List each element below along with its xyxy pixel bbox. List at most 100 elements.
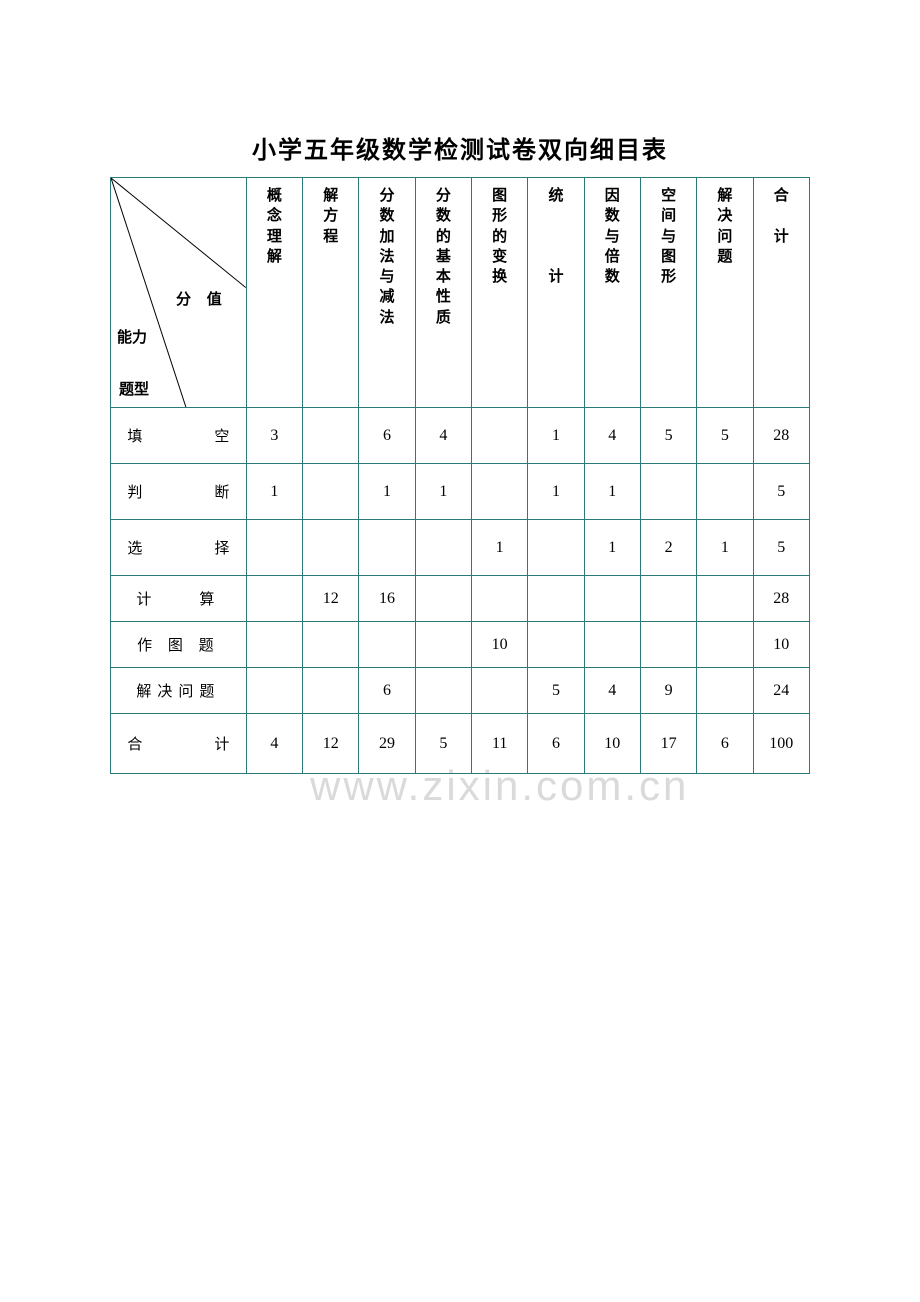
data-cell bbox=[640, 576, 696, 622]
data-cell: 1 bbox=[528, 408, 584, 464]
data-cell: 12 bbox=[303, 714, 359, 774]
data-cell: 28 bbox=[753, 408, 809, 464]
column-header: 因数与倍数 bbox=[584, 178, 640, 408]
table-body: 填 空364145528判 断111115选 择11215计 算121628作 … bbox=[111, 408, 810, 774]
column-header: 解决问题 bbox=[697, 178, 753, 408]
column-header: 分数的基本性质 bbox=[415, 178, 471, 408]
data-cell: 100 bbox=[753, 714, 809, 774]
data-cell bbox=[303, 520, 359, 576]
data-cell: 11 bbox=[472, 714, 528, 774]
data-cell: 3 bbox=[246, 408, 302, 464]
data-cell: 5 bbox=[753, 464, 809, 520]
data-cell bbox=[472, 576, 528, 622]
data-cell bbox=[359, 520, 415, 576]
data-cell: 10 bbox=[472, 622, 528, 668]
table-row: 合 计41229511610176100 bbox=[111, 714, 810, 774]
row-label: 合 计 bbox=[111, 714, 247, 774]
data-cell: 9 bbox=[640, 668, 696, 714]
data-cell bbox=[640, 622, 696, 668]
data-cell bbox=[415, 622, 471, 668]
data-cell bbox=[472, 668, 528, 714]
data-cell bbox=[472, 408, 528, 464]
column-header: 分数加法与减法 bbox=[359, 178, 415, 408]
data-cell bbox=[246, 622, 302, 668]
data-cell bbox=[528, 576, 584, 622]
data-cell bbox=[640, 464, 696, 520]
diag-label-ability: 能力 bbox=[117, 326, 147, 347]
data-cell: 4 bbox=[584, 668, 640, 714]
data-cell: 5 bbox=[415, 714, 471, 774]
data-cell bbox=[246, 520, 302, 576]
data-cell: 4 bbox=[584, 408, 640, 464]
data-cell: 6 bbox=[359, 668, 415, 714]
data-cell: 5 bbox=[528, 668, 584, 714]
row-label: 解决问题 bbox=[111, 668, 247, 714]
table-row: 判 断111115 bbox=[111, 464, 810, 520]
table-row: 作 图 题 10 10 bbox=[111, 622, 810, 668]
diag-label-score: 分 值 bbox=[176, 288, 228, 309]
data-cell: 1 bbox=[584, 520, 640, 576]
data-cell bbox=[584, 576, 640, 622]
data-cell: 4 bbox=[415, 408, 471, 464]
data-cell bbox=[246, 668, 302, 714]
column-header: 合 计 bbox=[753, 178, 809, 408]
data-cell bbox=[697, 464, 753, 520]
row-label: 判 断 bbox=[111, 464, 247, 520]
table-row: 选 择11215 bbox=[111, 520, 810, 576]
data-cell: 29 bbox=[359, 714, 415, 774]
table-row: 计 算 1216 28 bbox=[111, 576, 810, 622]
diagonal-header-cell: 分 值 能力 题型 bbox=[111, 178, 247, 408]
data-cell bbox=[472, 464, 528, 520]
data-cell bbox=[415, 576, 471, 622]
table-header-row: 分 值 能力 题型 概念理解解方程分数加法与减法分数的基本性质图形的变换统 计因… bbox=[111, 178, 810, 408]
data-cell: 1 bbox=[359, 464, 415, 520]
data-cell: 6 bbox=[528, 714, 584, 774]
column-header: 图形的变换 bbox=[472, 178, 528, 408]
data-cell: 16 bbox=[359, 576, 415, 622]
data-cell bbox=[697, 576, 753, 622]
data-cell: 5 bbox=[640, 408, 696, 464]
data-cell: 1 bbox=[472, 520, 528, 576]
data-cell: 1 bbox=[584, 464, 640, 520]
column-header: 概念理解 bbox=[246, 178, 302, 408]
data-cell: 10 bbox=[753, 622, 809, 668]
row-label: 选 择 bbox=[111, 520, 247, 576]
data-cell: 1 bbox=[246, 464, 302, 520]
data-cell: 5 bbox=[697, 408, 753, 464]
data-cell: 1 bbox=[415, 464, 471, 520]
row-label: 作 图 题 bbox=[111, 622, 247, 668]
data-cell: 2 bbox=[640, 520, 696, 576]
data-cell: 4 bbox=[246, 714, 302, 774]
data-cell: 28 bbox=[753, 576, 809, 622]
data-cell: 6 bbox=[697, 714, 753, 774]
row-label: 填 空 bbox=[111, 408, 247, 464]
table-row: 填 空364145528 bbox=[111, 408, 810, 464]
data-cell bbox=[303, 464, 359, 520]
data-cell: 5 bbox=[753, 520, 809, 576]
data-cell: 6 bbox=[359, 408, 415, 464]
data-cell bbox=[359, 622, 415, 668]
data-cell bbox=[303, 408, 359, 464]
data-cell bbox=[584, 622, 640, 668]
data-cell bbox=[697, 622, 753, 668]
data-cell bbox=[415, 668, 471, 714]
data-cell: 1 bbox=[697, 520, 753, 576]
data-cell bbox=[528, 520, 584, 576]
data-cell bbox=[528, 622, 584, 668]
data-cell: 24 bbox=[753, 668, 809, 714]
data-cell bbox=[697, 668, 753, 714]
column-header: 解方程 bbox=[303, 178, 359, 408]
data-cell bbox=[303, 622, 359, 668]
column-header: 统 计 bbox=[528, 178, 584, 408]
data-cell bbox=[246, 576, 302, 622]
page-title: 小学五年级数学检测试卷双向细目表 bbox=[110, 130, 810, 165]
diag-label-type: 题型 bbox=[119, 378, 149, 399]
data-cell: 12 bbox=[303, 576, 359, 622]
table-row: 解决问题 6 549 24 bbox=[111, 668, 810, 714]
row-label: 计 算 bbox=[111, 576, 247, 622]
data-cell bbox=[415, 520, 471, 576]
specification-table: 分 值 能力 题型 概念理解解方程分数加法与减法分数的基本性质图形的变换统 计因… bbox=[110, 177, 810, 774]
data-cell: 10 bbox=[584, 714, 640, 774]
data-cell bbox=[303, 668, 359, 714]
column-header: 空间与图形 bbox=[640, 178, 696, 408]
